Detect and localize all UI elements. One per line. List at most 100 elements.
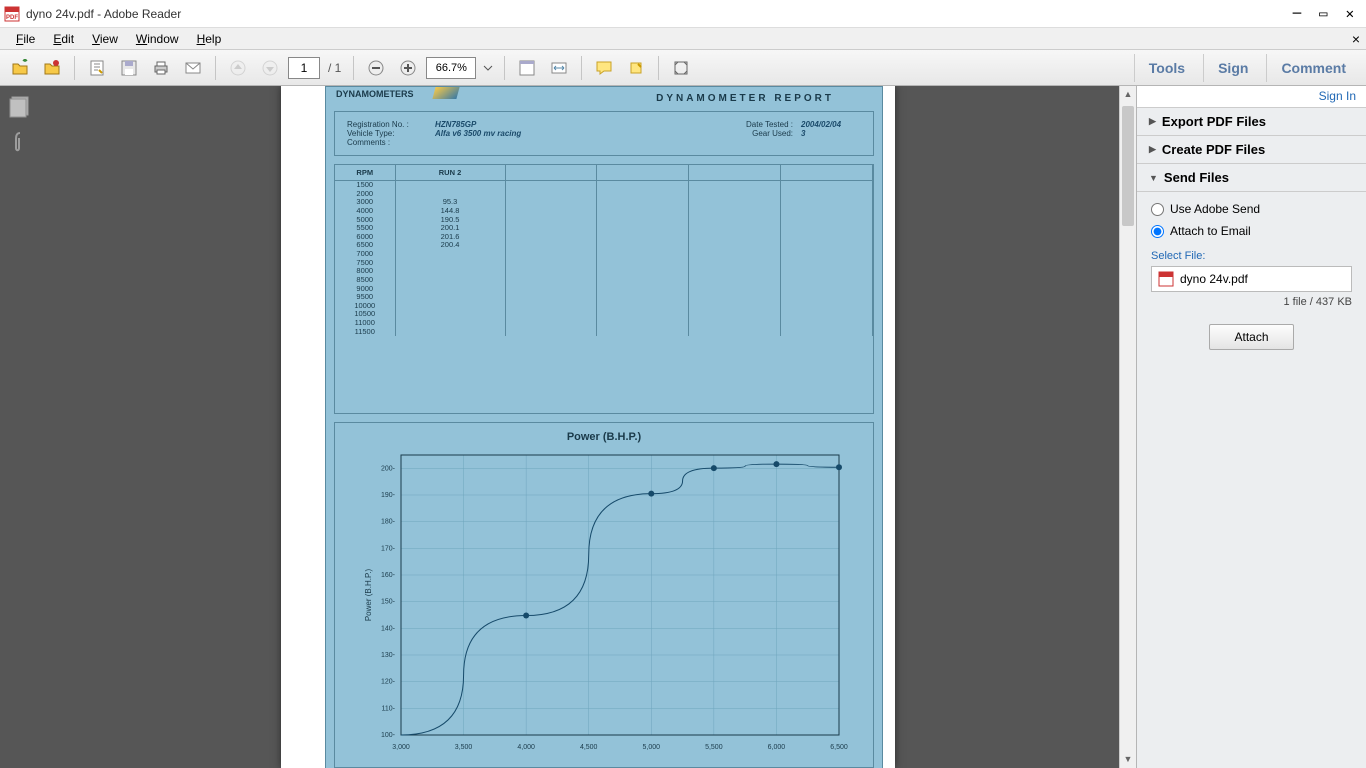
svg-text:5,000: 5,000 — [643, 744, 661, 751]
menu-help[interactable]: Help — [189, 30, 230, 48]
doc-close-button[interactable]: × — [1352, 31, 1360, 47]
tab-sign[interactable]: Sign — [1203, 54, 1262, 82]
maximize-button[interactable]: ▭ — [1319, 6, 1327, 22]
print-button[interactable] — [147, 54, 175, 82]
svg-text:140-: 140- — [381, 625, 396, 632]
info-box: Registration No. :HZN785GP Date Tested :… — [334, 111, 874, 156]
save-button[interactable] — [83, 54, 111, 82]
svg-text:Power (B.H.P.): Power (B.H.P.) — [364, 569, 373, 622]
file-meta: 1 file / 437 KB — [1151, 296, 1352, 308]
radio-adobe-label: Use Adobe Send — [1170, 202, 1260, 216]
page-input[interactable] — [288, 57, 320, 79]
pdf-file-icon — [1158, 271, 1174, 287]
chart-title: Power (B.H.P.) — [343, 431, 865, 443]
page-total: / 1 — [328, 61, 341, 75]
highlight-button[interactable] — [622, 54, 650, 82]
scroll-thumb[interactable] — [1122, 106, 1134, 226]
select-file-label: Select File: — [1151, 250, 1352, 262]
tab-comment[interactable]: Comment — [1266, 54, 1360, 82]
menu-bar: File Edit View Window Help × — [0, 28, 1366, 50]
svg-text:PDF: PDF — [6, 15, 18, 21]
chevron-down-icon: ▼ — [1149, 173, 1158, 183]
window-titlebar: PDF dyno 24v.pdf - Adobe Reader ─ ▭ ✕ — [0, 0, 1366, 28]
svg-text:110-: 110- — [382, 705, 396, 712]
data-table: RPMRUN 215002000300040005000550060006500… — [334, 164, 874, 414]
email-button[interactable] — [179, 54, 207, 82]
radio-adobe-send[interactable]: Use Adobe Send — [1151, 202, 1352, 216]
accordion-send[interactable]: ▼ Send Files — [1137, 164, 1366, 192]
signin-link[interactable]: Sign In — [1319, 89, 1356, 103]
zoom-dropdown[interactable] — [480, 54, 496, 82]
gear-value: 3 — [801, 129, 861, 138]
pdf-icon: PDF — [4, 6, 20, 22]
tab-tools[interactable]: Tools — [1134, 54, 1199, 82]
menu-edit[interactable]: Edit — [45, 30, 82, 48]
radio-email-label: Attach to Email — [1170, 224, 1251, 238]
radio-attach-email[interactable]: Attach to Email — [1151, 224, 1352, 238]
svg-text:200-: 200- — [381, 465, 396, 472]
svg-text:4,000: 4,000 — [517, 744, 535, 751]
pdf-page: DYNAMOMETERS DYNAMOMETER REPORT Registra… — [281, 86, 895, 768]
date-label: Date Tested : — [746, 120, 793, 129]
left-sidebar — [0, 86, 40, 768]
zoom-out-button[interactable] — [362, 54, 390, 82]
page-up-button[interactable] — [224, 54, 252, 82]
comments-label: Comments : — [347, 138, 427, 147]
send-panel: Use Adobe Send Attach to Email Select Fi… — [1137, 192, 1366, 768]
power-chart: 3,0003,5004,0004,5005,0005,5006,0006,500… — [359, 449, 849, 759]
scroll-up-icon[interactable]: ▲ — [1120, 86, 1136, 103]
thumbnails-icon[interactable] — [8, 94, 32, 118]
accordion-create-label: Create PDF Files — [1162, 142, 1265, 157]
brand-text: DYNAMOMETERS — [336, 89, 414, 99]
svg-text:6,000: 6,000 — [768, 744, 786, 751]
accordion-create[interactable]: ▶ Create PDF Files — [1137, 136, 1366, 164]
svg-text:160-: 160- — [381, 572, 396, 579]
svg-text:4,500: 4,500 — [580, 744, 598, 751]
window-title: dyno 24v.pdf - Adobe Reader — [26, 7, 1293, 21]
attachments-icon[interactable] — [8, 130, 32, 154]
zoom-input[interactable] — [426, 57, 476, 79]
accordion-export-label: Export PDF Files — [1162, 114, 1266, 129]
document-area[interactable]: DYNAMOMETERS DYNAMOMETER REPORT Registra… — [40, 86, 1136, 768]
report-container: DYNAMOMETERS DYNAMOMETER REPORT Registra… — [325, 86, 883, 768]
gear-label: Gear Used: — [752, 129, 793, 138]
toolbar: / 1 Tools Sign Comment — [0, 50, 1366, 86]
right-panel: Sign In ▶ Export PDF Files ▶ Create PDF Fi… — [1136, 86, 1366, 768]
chevron-right-icon: ▶ — [1149, 116, 1156, 127]
page-down-button[interactable] — [256, 54, 284, 82]
svg-text:6,500: 6,500 — [830, 744, 848, 751]
create-pdf-button[interactable] — [38, 54, 66, 82]
fit-width-button[interactable] — [545, 54, 573, 82]
vehicle-label: Vehicle Type: — [347, 129, 427, 138]
accordion-send-label: Send Files — [1164, 170, 1229, 185]
menu-window[interactable]: Window — [128, 30, 187, 48]
scroll-down-icon[interactable]: ▼ — [1120, 751, 1136, 768]
file-name: dyno 24v.pdf — [1180, 272, 1248, 286]
attach-button[interactable]: Attach — [1209, 324, 1293, 350]
svg-text:190-: 190- — [381, 492, 396, 499]
svg-text:130-: 130- — [381, 652, 396, 659]
zoom-in-button[interactable] — [394, 54, 422, 82]
svg-text:170-: 170- — [381, 545, 396, 552]
svg-text:180-: 180- — [381, 519, 396, 526]
svg-text:100-: 100- — [381, 732, 396, 739]
menu-file[interactable]: File — [8, 30, 43, 48]
close-button[interactable]: ✕ — [1346, 6, 1354, 22]
brand-logo-icon — [432, 87, 459, 99]
open-button[interactable] — [6, 54, 34, 82]
menu-view[interactable]: View — [84, 30, 126, 48]
svg-text:120-: 120- — [381, 679, 396, 686]
minimize-button[interactable]: ─ — [1293, 6, 1301, 22]
chevron-right-icon: ▶ — [1149, 144, 1156, 155]
svg-text:150-: 150- — [381, 599, 396, 606]
svg-text:3,500: 3,500 — [455, 744, 473, 751]
report-title: DYNAMOMETER REPORT — [334, 91, 874, 104]
accordion-export[interactable]: ▶ Export PDF Files — [1137, 108, 1366, 136]
comment-button[interactable] — [590, 54, 618, 82]
fit-page-button[interactable] — [513, 54, 541, 82]
read-mode-button[interactable] — [667, 54, 695, 82]
vertical-scrollbar[interactable]: ▲ ▼ — [1119, 86, 1136, 768]
reg-label: Registration No. : — [347, 120, 427, 129]
file-selector[interactable]: dyno 24v.pdf — [1151, 266, 1352, 292]
save-as-button[interactable] — [115, 54, 143, 82]
